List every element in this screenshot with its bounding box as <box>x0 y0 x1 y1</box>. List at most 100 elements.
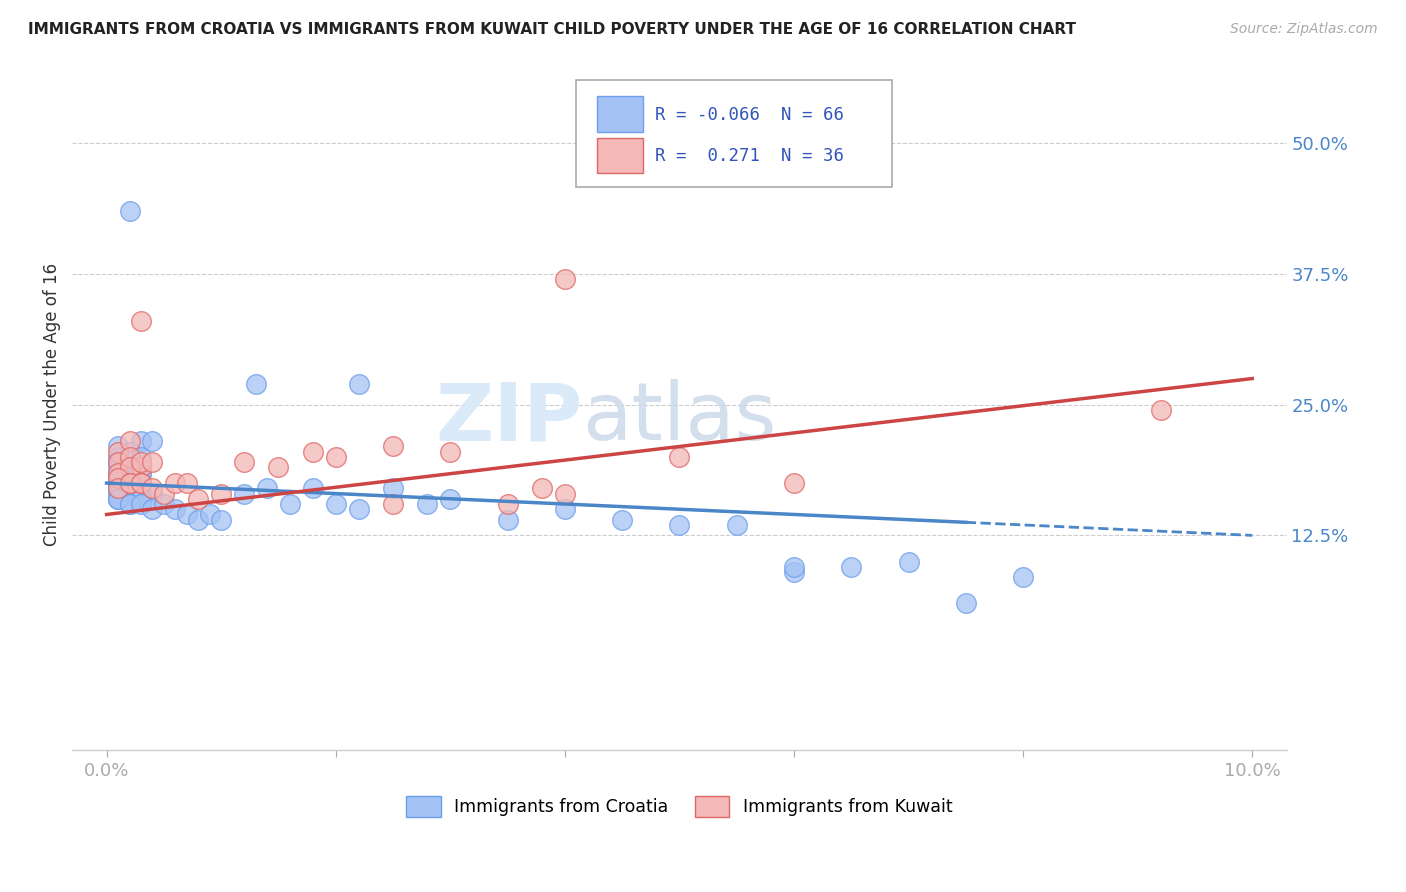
Point <box>107 481 129 495</box>
Point <box>187 513 209 527</box>
Text: atlas: atlas <box>582 379 776 458</box>
Point <box>439 444 461 458</box>
Point <box>783 559 806 574</box>
Point <box>107 460 129 475</box>
Point <box>153 486 176 500</box>
Point <box>233 486 256 500</box>
Point <box>301 481 323 495</box>
Point <box>107 444 129 458</box>
Point <box>141 455 163 469</box>
Point <box>187 491 209 506</box>
Point <box>129 497 152 511</box>
Point <box>783 565 806 579</box>
Point <box>118 481 141 495</box>
Point <box>107 491 129 506</box>
Point <box>118 466 141 480</box>
Point <box>141 502 163 516</box>
Point <box>347 376 370 391</box>
Point <box>107 466 129 480</box>
Point <box>107 476 129 491</box>
Point <box>897 555 920 569</box>
Point <box>118 486 141 500</box>
Point <box>107 440 129 454</box>
Point <box>118 476 141 491</box>
FancyBboxPatch shape <box>576 80 891 187</box>
Point <box>382 440 405 454</box>
Point <box>118 460 141 475</box>
Point <box>141 434 163 449</box>
Legend: Immigrants from Croatia, Immigrants from Kuwait: Immigrants from Croatia, Immigrants from… <box>399 789 960 824</box>
Point <box>530 481 553 495</box>
Point <box>256 481 278 495</box>
Point <box>107 491 129 506</box>
Point <box>668 450 690 464</box>
Point <box>955 596 977 610</box>
Point <box>129 314 152 328</box>
Point <box>107 455 129 469</box>
Point <box>1149 403 1171 417</box>
Point <box>129 486 152 500</box>
Point <box>107 450 129 464</box>
Point <box>554 502 576 516</box>
Point <box>245 376 267 391</box>
Text: Source: ZipAtlas.com: Source: ZipAtlas.com <box>1230 22 1378 37</box>
Point <box>129 434 152 449</box>
Point <box>107 481 129 495</box>
Point <box>129 476 152 491</box>
Point <box>839 559 862 574</box>
Point <box>129 466 152 480</box>
Point <box>118 476 141 491</box>
Point <box>325 450 347 464</box>
Point <box>141 481 163 495</box>
Point <box>347 502 370 516</box>
Text: IMMIGRANTS FROM CROATIA VS IMMIGRANTS FROM KUWAIT CHILD POVERTY UNDER THE AGE OF: IMMIGRANTS FROM CROATIA VS IMMIGRANTS FR… <box>28 22 1076 37</box>
Point <box>118 460 141 475</box>
Point <box>496 513 519 527</box>
Point <box>496 497 519 511</box>
Text: R = -0.066  N = 66: R = -0.066 N = 66 <box>655 106 844 124</box>
Point <box>153 497 176 511</box>
Point <box>107 471 129 485</box>
Text: ZIP: ZIP <box>434 379 582 458</box>
Point <box>129 460 152 475</box>
Y-axis label: Child Poverty Under the Age of 16: Child Poverty Under the Age of 16 <box>44 263 60 546</box>
Point <box>209 486 232 500</box>
Point <box>165 476 187 491</box>
Point <box>129 491 152 506</box>
Point <box>416 497 439 511</box>
Point <box>382 481 405 495</box>
Point <box>198 508 221 522</box>
Point <box>118 444 141 458</box>
Point <box>382 497 405 511</box>
Point <box>176 508 198 522</box>
Point <box>129 476 152 491</box>
Point <box>107 466 129 480</box>
Point <box>233 455 256 469</box>
Bar <box>596 96 643 132</box>
Point <box>118 497 141 511</box>
Point <box>107 471 129 485</box>
Point <box>783 476 806 491</box>
Point <box>118 476 141 491</box>
Point <box>129 455 152 469</box>
Text: R =  0.271  N = 36: R = 0.271 N = 36 <box>655 147 844 165</box>
Point <box>107 481 129 495</box>
Point <box>141 486 163 500</box>
Point <box>668 517 690 532</box>
Point <box>107 486 129 500</box>
Point <box>107 471 129 485</box>
Bar <box>596 137 643 173</box>
Point <box>118 476 141 491</box>
Point <box>118 471 141 485</box>
Point <box>278 497 301 511</box>
Point <box>439 491 461 506</box>
Point <box>118 204 141 219</box>
Point <box>118 486 141 500</box>
Point <box>209 513 232 527</box>
Point <box>118 434 141 449</box>
Point <box>165 502 187 516</box>
Point <box>118 450 141 464</box>
Point <box>267 460 290 475</box>
Point <box>725 517 748 532</box>
Point <box>107 455 129 469</box>
